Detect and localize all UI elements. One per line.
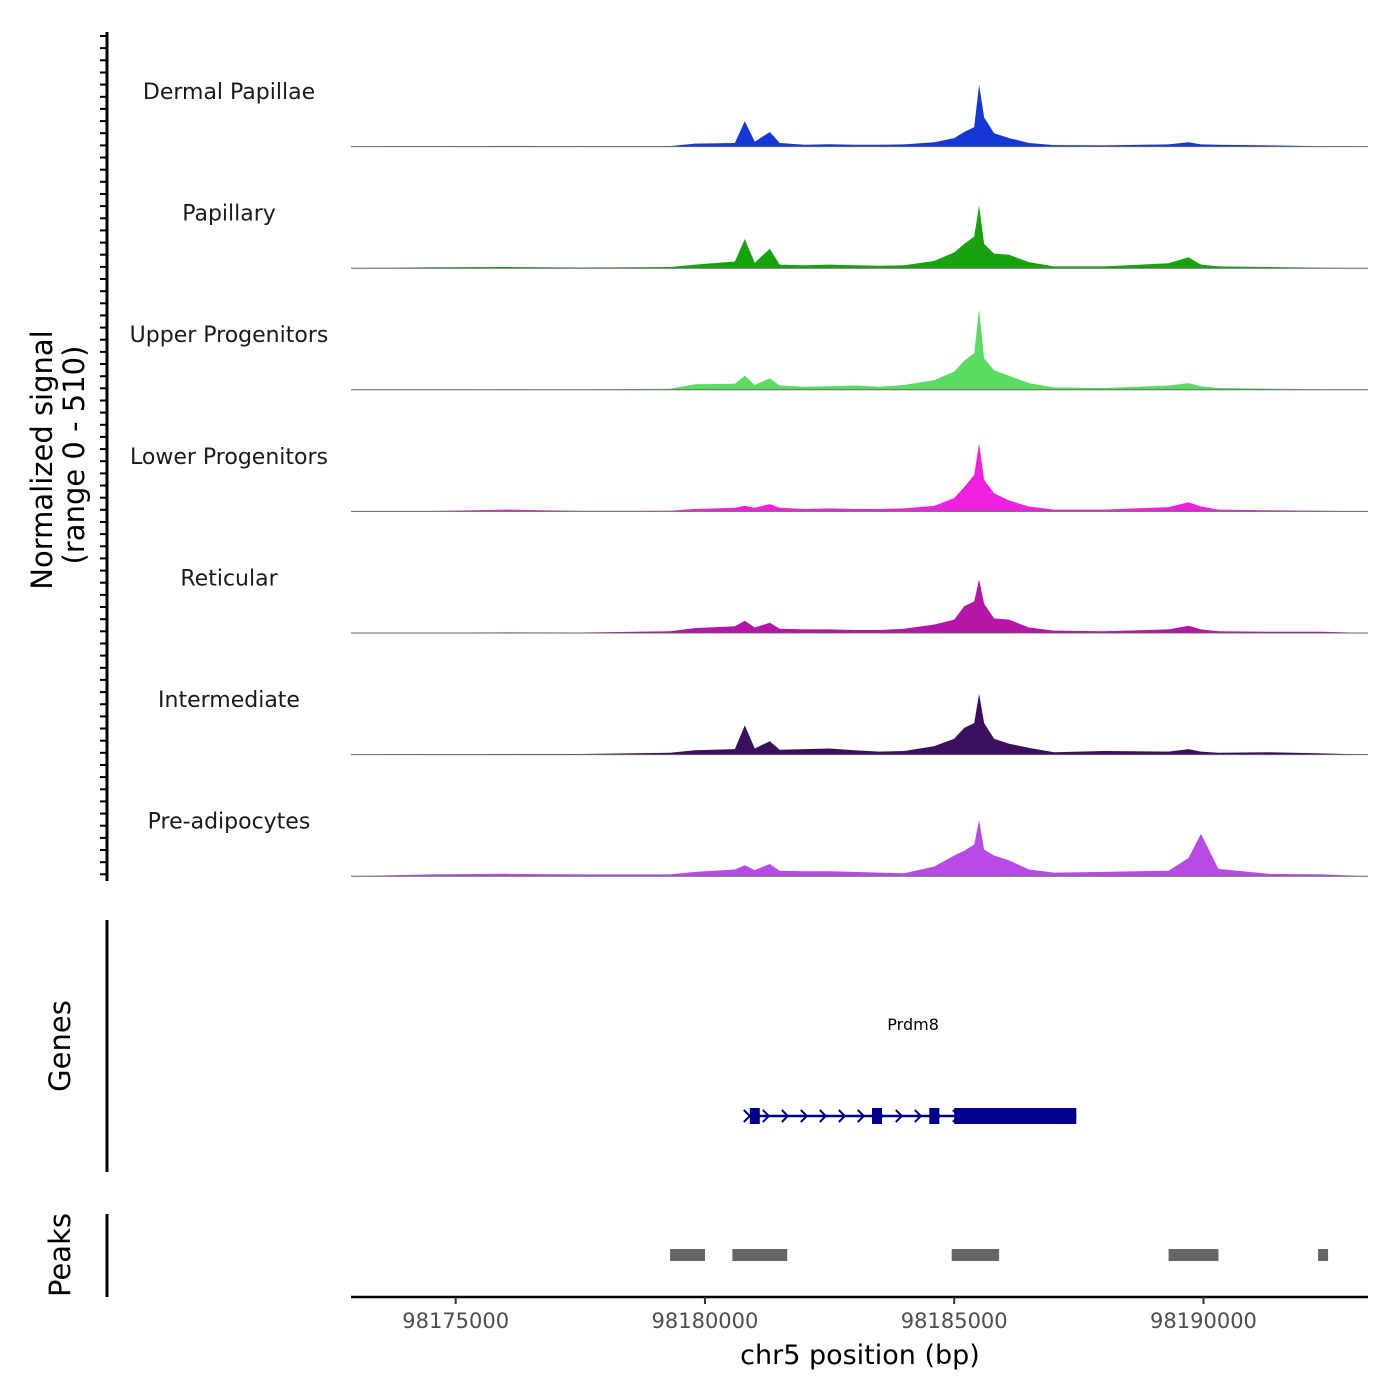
x-tick-label: 98185000 bbox=[901, 1309, 1008, 1333]
signal-track: Upper Progenitors bbox=[130, 309, 1368, 391]
y-axis bbox=[100, 32, 109, 881]
gene-exon bbox=[872, 1108, 882, 1124]
genes-panel-label: Genes bbox=[43, 1000, 77, 1092]
peaks-panel: Peaks bbox=[43, 1213, 1329, 1297]
peak-region bbox=[1318, 1249, 1329, 1261]
track-label: Dermal Papillae bbox=[143, 80, 315, 105]
x-axis: 98175000 98180000 98185000 98190000 bbox=[351, 1295, 1368, 1333]
strand-arrow bbox=[895, 1109, 904, 1123]
signal-tracks: Dermal Papillae Papillary Upper Progenitor… bbox=[130, 80, 1368, 877]
x-tick-label: 98190000 bbox=[1150, 1309, 1257, 1333]
x-tick-label: 98180000 bbox=[652, 1309, 759, 1333]
strand-arrow bbox=[743, 1109, 752, 1123]
gene-model: Prdm8 bbox=[743, 1015, 1077, 1124]
signal-area bbox=[351, 579, 1368, 633]
strand-arrow bbox=[800, 1109, 809, 1123]
track-label: Upper Progenitors bbox=[130, 323, 329, 348]
x-axis-label: chr5 position (bp) bbox=[740, 1340, 980, 1371]
signal-area bbox=[351, 693, 1368, 755]
y-axis-range-label: (range 0 - 510) bbox=[57, 346, 91, 565]
gene-exon bbox=[929, 1108, 940, 1124]
strand-arrow bbox=[838, 1109, 847, 1123]
signal-area bbox=[351, 84, 1368, 147]
strand-arrow bbox=[819, 1109, 828, 1123]
signal-track: Pre-adipocytes bbox=[148, 810, 1368, 877]
strand-arrow bbox=[762, 1109, 771, 1123]
peak-region bbox=[670, 1249, 705, 1261]
strand-arrow bbox=[781, 1109, 790, 1123]
signal-track: Dermal Papillae bbox=[143, 80, 1368, 148]
y-axis-label: Normalized signal bbox=[25, 330, 59, 589]
gene-exon bbox=[749, 1108, 760, 1124]
track-label: Reticular bbox=[180, 566, 278, 591]
signal-area bbox=[351, 820, 1368, 877]
peak-region bbox=[732, 1249, 788, 1261]
x-tick-label: 98175000 bbox=[402, 1309, 509, 1333]
signal-area bbox=[351, 443, 1368, 512]
signal-track: Reticular bbox=[180, 566, 1368, 634]
genes-panel: Genes Prdm8 bbox=[43, 920, 1077, 1172]
strand-arrow bbox=[914, 1109, 923, 1123]
signal-track: Intermediate bbox=[158, 688, 1368, 756]
track-label: Papillary bbox=[182, 202, 276, 227]
peak-region bbox=[951, 1249, 1000, 1261]
signal-area bbox=[351, 205, 1368, 269]
signal-area bbox=[351, 309, 1368, 390]
track-label: Lower Progenitors bbox=[130, 445, 328, 470]
signal-track: Lower Progenitors bbox=[130, 443, 1368, 512]
track-label: Pre-adipocytes bbox=[148, 810, 311, 835]
track-label: Intermediate bbox=[158, 688, 300, 713]
peak-region bbox=[1168, 1249, 1219, 1261]
signal-track: Papillary bbox=[182, 202, 1368, 269]
gene-label: Prdm8 bbox=[887, 1015, 939, 1034]
strand-arrow bbox=[857, 1109, 866, 1123]
peaks-panel-label: Peaks bbox=[43, 1213, 77, 1297]
gene-exon bbox=[954, 1108, 1077, 1124]
